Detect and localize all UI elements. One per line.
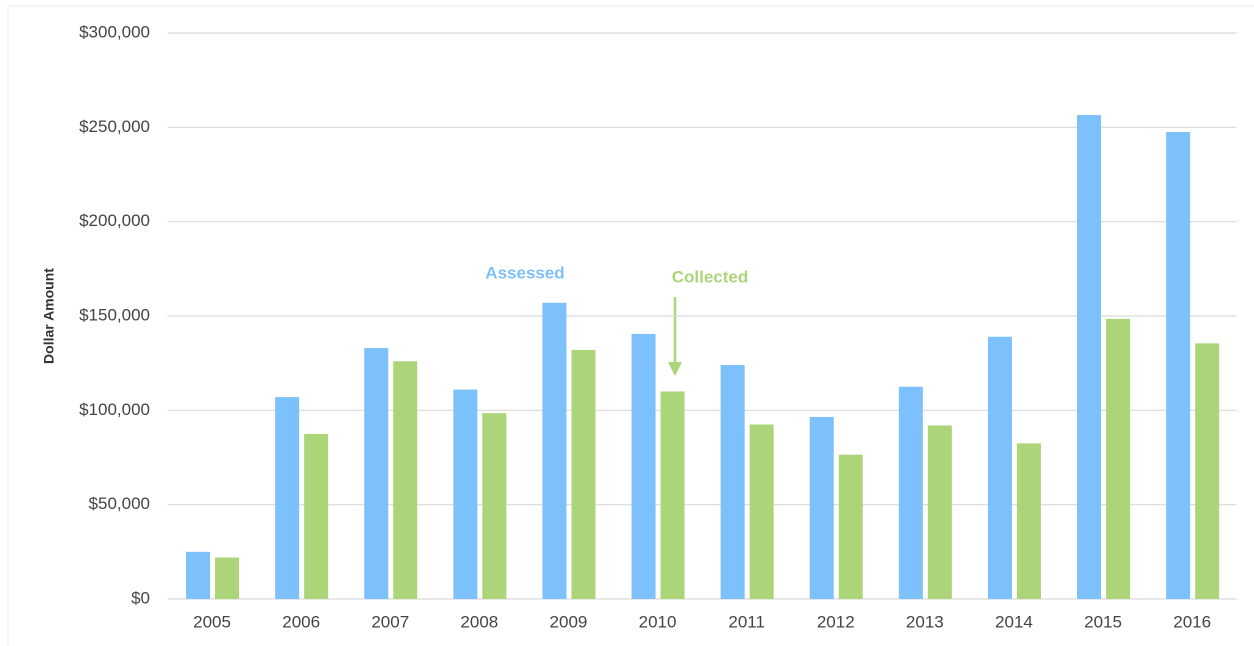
bar: [1016, 443, 1041, 599]
bar: [1195, 343, 1220, 599]
bar: [453, 389, 478, 599]
bar: [927, 425, 952, 599]
x-tick-label: 2014: [995, 612, 1033, 631]
bar: [720, 365, 745, 599]
y-tick-label: $50,000: [89, 494, 150, 513]
bar: [987, 336, 1012, 599]
bar: [838, 454, 863, 599]
y-tick-label: $250,000: [79, 117, 150, 136]
bar: [1166, 132, 1191, 600]
x-tick-label: 2012: [817, 612, 855, 631]
bar: [660, 391, 685, 599]
bar: [482, 413, 507, 599]
bar: [898, 386, 923, 599]
y-tick-label: $300,000: [79, 22, 150, 41]
bar: [304, 433, 329, 599]
y-axis-title: Dollar Amount: [41, 268, 57, 364]
bar: [186, 551, 211, 599]
x-tick-label: 2010: [639, 612, 677, 631]
y-tick-label: $150,000: [79, 305, 150, 324]
x-tick-label: 2008: [460, 612, 498, 631]
bar: [809, 416, 834, 599]
x-tick-label: 2016: [1173, 612, 1211, 631]
bar: [1077, 115, 1102, 599]
y-tick-label: $100,000: [79, 400, 150, 419]
bar: [1106, 318, 1131, 599]
x-tick-label: 2011: [728, 612, 765, 631]
x-tick-label: 2007: [371, 612, 409, 631]
x-tick-label: 2013: [906, 612, 944, 631]
bar: [215, 557, 240, 599]
x-tick-label: 2009: [550, 612, 588, 631]
bar: [542, 302, 567, 599]
y-tick-label: $200,000: [79, 211, 150, 230]
bar: [571, 349, 596, 599]
x-tick-label: 2005: [193, 612, 231, 631]
bar: [749, 424, 774, 599]
bar: [275, 397, 300, 599]
bar: [364, 348, 389, 599]
legend-label: Assessed: [485, 263, 564, 282]
x-tick-label: 2006: [282, 612, 320, 631]
bar: [393, 361, 418, 599]
y-tick-label: $0: [131, 588, 150, 607]
legend-label: Collected: [672, 267, 749, 286]
bar: [631, 333, 656, 599]
annotation-arrow: [668, 297, 682, 376]
x-tick-label: 2015: [1084, 612, 1122, 631]
